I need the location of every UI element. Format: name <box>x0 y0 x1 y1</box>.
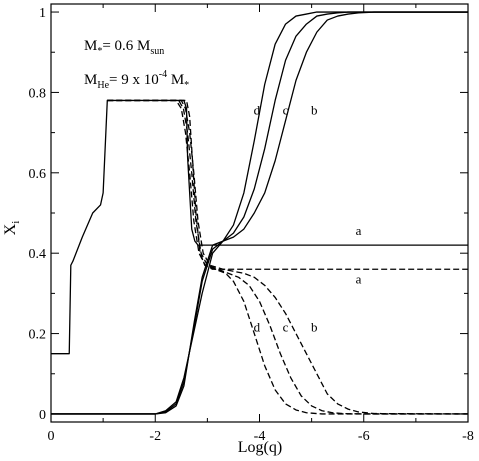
plot-border <box>50 3 469 423</box>
series-line-7-dashed <box>107 99 468 415</box>
x-tick-label: -8 <box>462 429 474 444</box>
y-tick-label: 0.4 <box>29 247 47 262</box>
labels-layer: d c b a a d c b <box>254 103 362 335</box>
y-tick-label: 0.6 <box>29 167 47 182</box>
annotation-mhe: MHe= 9 x 10-4 M* <box>84 69 189 91</box>
annotation-mhe-sup: -4 <box>159 69 167 80</box>
x-tick-label: -2 <box>149 429 161 444</box>
annotation-mass-m: M <box>84 38 97 54</box>
annotation-mhe-mid: = 9 x 10 <box>109 72 159 88</box>
curve-label-c: c <box>283 103 289 118</box>
series-line-1-solid <box>51 99 468 355</box>
y-tick-label: 1 <box>39 6 46 21</box>
curve-label-b: b <box>311 103 318 118</box>
curve-label-d: d <box>254 320 261 335</box>
curve-label-b: b <box>311 320 318 335</box>
curve-label-c: c <box>283 320 289 335</box>
annotation-mass-sub2: sun <box>150 46 164 57</box>
x-tick-label: 0 <box>48 429 55 444</box>
series-line-2-solid <box>51 11 468 415</box>
annotation-mhe-m: M <box>84 72 97 88</box>
x-tick-label: -6 <box>358 429 370 444</box>
curve-label-a: a <box>356 223 362 238</box>
y-axis-label-sub: i <box>10 221 22 224</box>
series-line-5-dashed <box>107 99 468 270</box>
x-axis-label: Log(q) <box>238 439 282 456</box>
series-layer <box>51 11 469 415</box>
series-line-6-dashed <box>107 99 469 415</box>
y-tick-label: 0 <box>39 408 46 423</box>
ticks-layer: 0 -2 -4 -6 -8 0 0.2 0.4 0.6 0.8 1 <box>29 4 474 444</box>
y-axis-label-main: X <box>2 223 19 235</box>
curve-label-a: a <box>356 271 362 286</box>
annotation-mhe-sub2: * <box>184 80 189 91</box>
annotation-mass-sub1: * <box>97 46 102 57</box>
y-tick-label: 0.8 <box>29 86 47 101</box>
y-tick-label: 0.2 <box>29 328 47 343</box>
plot-frame <box>50 3 469 423</box>
series-line-3-solid <box>51 11 468 415</box>
annotation-mhe-end: M <box>167 72 184 88</box>
series-line-4-solid <box>51 11 468 415</box>
annotation-mass-mid: = 0.6 M <box>102 38 150 54</box>
annotation-mass: M*= 0.6 Msun <box>84 38 164 57</box>
x-tick-label: -4 <box>254 429 266 444</box>
annotation-mhe-sub1: He <box>97 80 109 91</box>
series-line-8-dashed <box>107 99 468 415</box>
curve-label-d: d <box>254 103 261 118</box>
y-axis-label: Xi <box>2 221 22 236</box>
